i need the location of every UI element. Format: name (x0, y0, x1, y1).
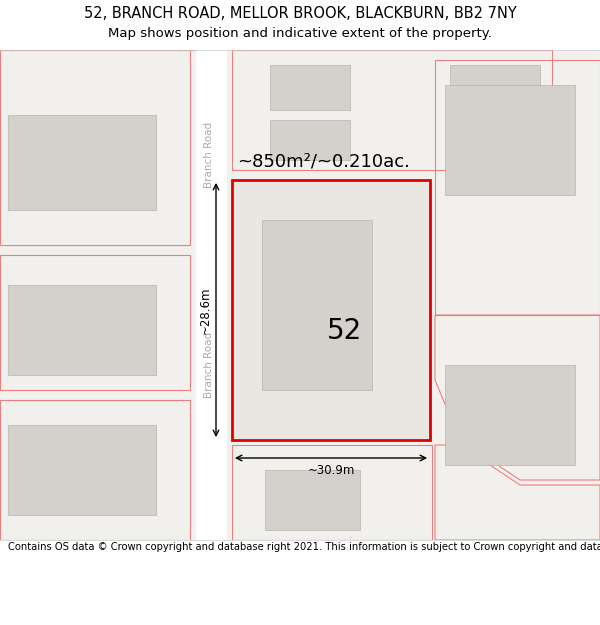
Bar (232, 445, 432, 540)
Bar (8, 425, 156, 515)
Bar (262, 220, 372, 390)
Text: ~28.6m: ~28.6m (199, 286, 212, 334)
Text: ~850m²/~0.210ac.: ~850m²/~0.210ac. (237, 153, 410, 171)
Bar (270, 120, 350, 160)
Bar (0, 400, 190, 540)
Bar (265, 470, 360, 530)
Text: Branch Road: Branch Road (205, 332, 215, 398)
Bar (232, 180, 430, 440)
Bar (435, 60, 600, 315)
Bar (232, 50, 552, 170)
Bar (445, 85, 575, 195)
Text: Branch Road: Branch Road (205, 122, 215, 188)
Text: 52, BRANCH ROAD, MELLOR BROOK, BLACKBURN, BB2 7NY: 52, BRANCH ROAD, MELLOR BROOK, BLACKBURN… (83, 6, 517, 21)
Bar (0, 50, 190, 245)
Bar (8, 115, 156, 210)
Bar (450, 65, 540, 110)
Text: ~30.9m: ~30.9m (307, 464, 355, 478)
Bar (445, 365, 575, 465)
Bar (8, 285, 156, 375)
Bar (270, 65, 350, 110)
Text: Contains OS data © Crown copyright and database right 2021. This information is : Contains OS data © Crown copyright and d… (8, 542, 600, 552)
Text: Map shows position and indicative extent of the property.: Map shows position and indicative extent… (108, 28, 492, 40)
Bar (0, 255, 190, 390)
Bar (196, 50, 227, 540)
Text: 52: 52 (327, 317, 362, 345)
